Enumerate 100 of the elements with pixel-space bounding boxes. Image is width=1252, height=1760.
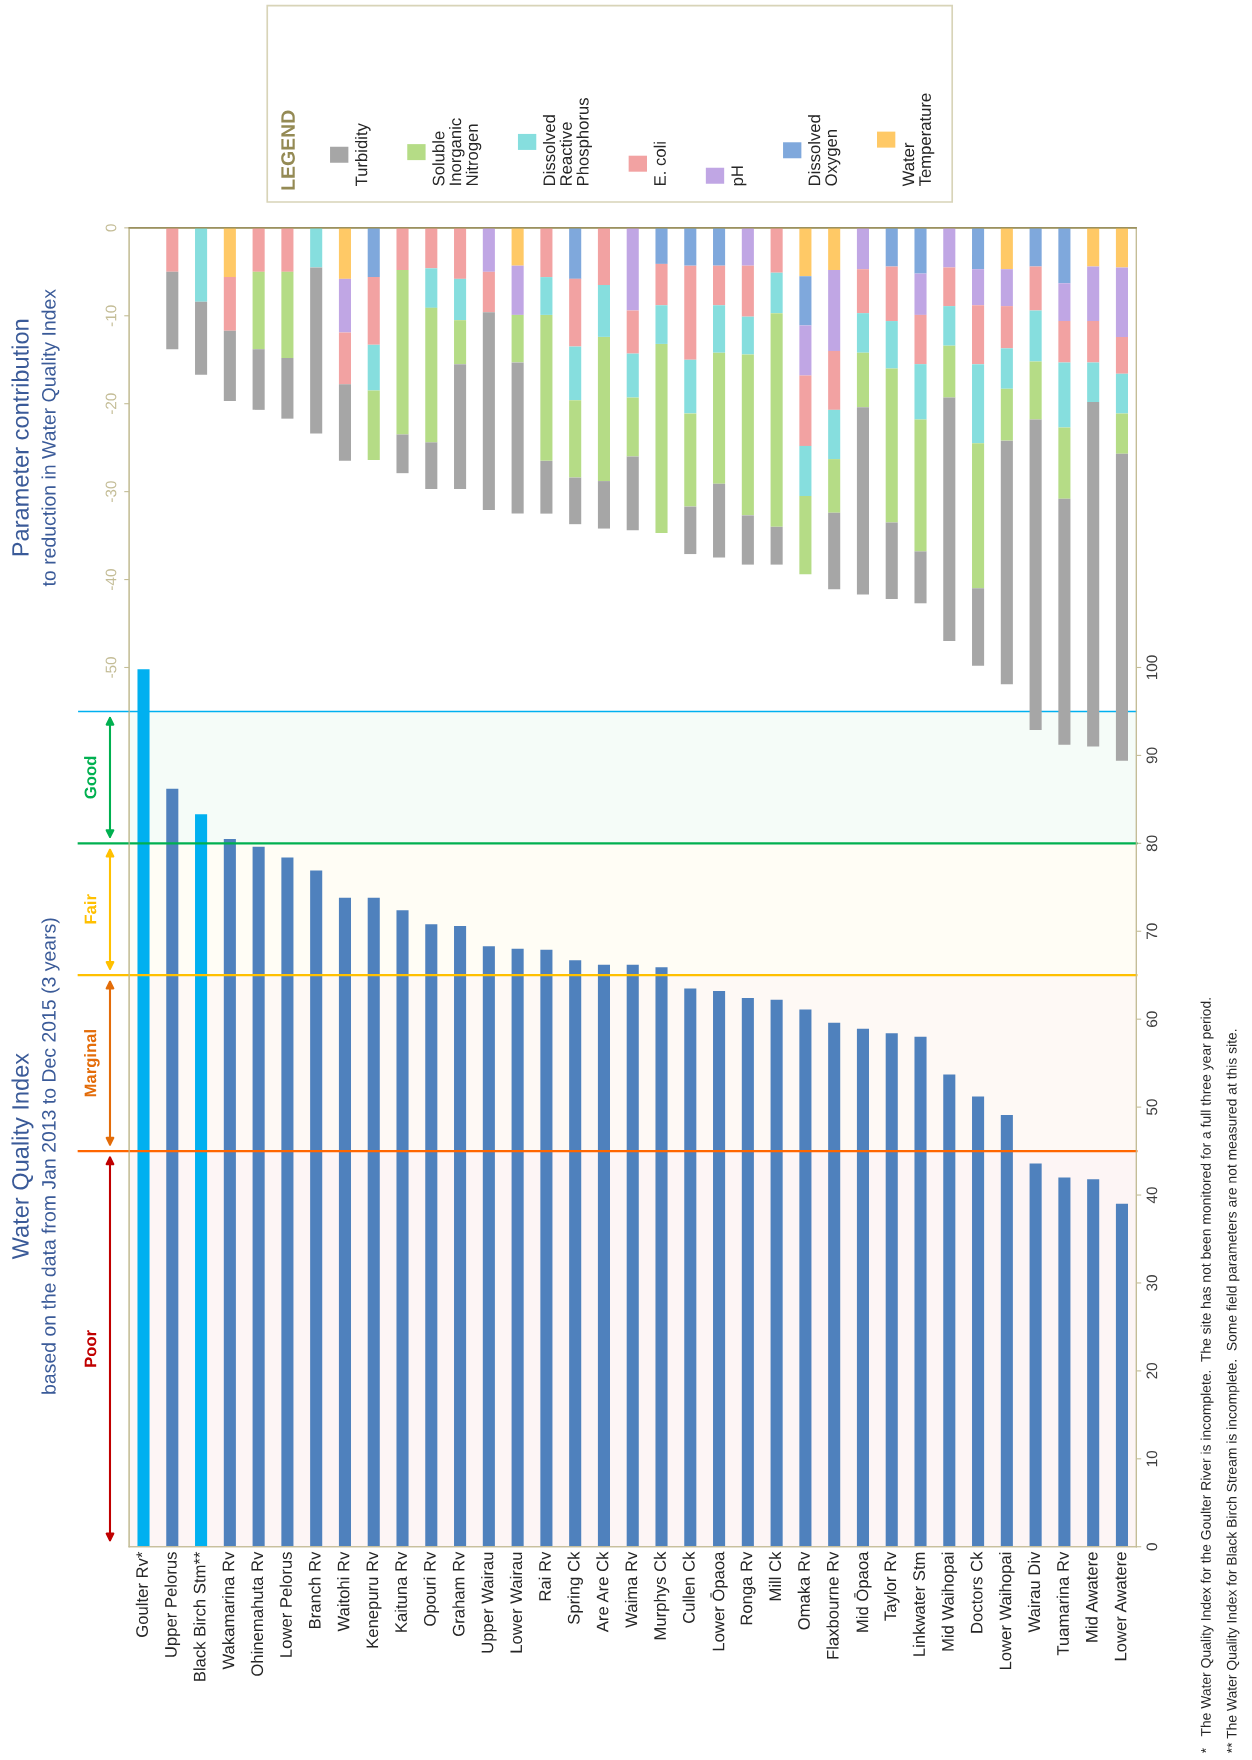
bar xyxy=(338,332,351,385)
bar xyxy=(914,314,927,365)
bar xyxy=(713,991,726,1547)
bar xyxy=(972,305,985,365)
bar xyxy=(972,588,985,666)
bar xyxy=(1115,336,1128,374)
bar xyxy=(540,277,553,315)
bar xyxy=(310,227,323,268)
bar xyxy=(1115,413,1128,454)
x-tick-label: Rai Rv xyxy=(538,1551,551,1601)
bar xyxy=(1058,362,1071,428)
bar xyxy=(367,390,380,460)
bar xyxy=(1115,267,1128,337)
text: * The Water Quality Index for the Goulter River is incomplete. The site has not been monitored for a full three year period. xyxy=(1200,998,1214,1754)
bar xyxy=(569,960,582,1547)
bar xyxy=(454,364,467,489)
bar xyxy=(885,368,898,523)
bar xyxy=(511,314,524,363)
bar xyxy=(655,967,668,1547)
legend-label: Dissolved Oxygen xyxy=(808,115,841,186)
bar xyxy=(166,271,179,350)
y2-axis-title: Parameter contribution to reduction in Water Quality Index xyxy=(11,289,60,587)
bar xyxy=(1058,1177,1071,1547)
bar xyxy=(914,364,927,420)
y-tick-label: 70 xyxy=(1146,923,1158,939)
y2-tick-label: -20 xyxy=(105,393,117,415)
bar xyxy=(569,477,582,525)
x-tick-label: Lower Waihopai xyxy=(999,1552,1015,1670)
x-tick-label: Kenepuru Rv xyxy=(366,1551,382,1648)
y-tick-label: 40 xyxy=(1146,1187,1158,1204)
bar xyxy=(252,227,265,272)
bar xyxy=(1058,227,1071,284)
x-tick-label: Lower Awatere xyxy=(1114,1552,1127,1661)
bar xyxy=(770,526,783,565)
bar xyxy=(684,265,697,360)
x-tick-label: Lower Pelorus xyxy=(279,1552,292,1657)
bar xyxy=(1087,321,1100,363)
x-tick-label: Mill Ck xyxy=(768,1551,782,1601)
bar xyxy=(223,838,236,1547)
bar xyxy=(1058,427,1071,499)
bar xyxy=(454,278,467,321)
y2-tick-label: -30 xyxy=(105,481,117,502)
bar xyxy=(828,227,841,271)
bar xyxy=(597,285,610,337)
x-tick-label: Black Birch Stm** xyxy=(193,1551,206,1681)
bar xyxy=(223,227,236,278)
x-tick-label: Ohinemahuta Rv xyxy=(250,1551,264,1676)
bar xyxy=(396,270,409,435)
bar xyxy=(914,419,927,552)
bar xyxy=(799,496,812,575)
bar xyxy=(1087,1179,1100,1547)
bar xyxy=(856,313,869,353)
bar xyxy=(511,227,524,266)
bar xyxy=(540,460,553,514)
bar xyxy=(252,846,265,1547)
bar xyxy=(943,397,956,642)
bar xyxy=(655,305,668,344)
bar xyxy=(856,1028,869,1547)
text: based on the data from Jan 2013 to Dec 2015 (3 years) xyxy=(41,918,60,1394)
bar xyxy=(885,1033,898,1547)
bar xyxy=(1000,440,1013,685)
y2-tick-label: 0 xyxy=(105,224,117,232)
bar xyxy=(943,1074,956,1547)
x-tick-label: Upper Pelorus xyxy=(164,1552,181,1657)
bar xyxy=(1029,310,1042,362)
bar xyxy=(195,301,208,375)
bar xyxy=(425,227,438,269)
bar xyxy=(367,277,380,345)
bar xyxy=(597,964,610,1547)
bar xyxy=(195,814,208,1547)
bar xyxy=(1029,227,1042,267)
bar xyxy=(943,306,956,346)
bar xyxy=(223,277,236,331)
bar xyxy=(741,265,754,317)
bar xyxy=(741,998,754,1547)
bar xyxy=(799,445,812,497)
bar xyxy=(396,434,409,474)
bar xyxy=(1029,361,1042,420)
bar xyxy=(281,357,294,419)
bar xyxy=(626,310,639,354)
x-tick-label: Flaxbourne Rv xyxy=(826,1551,839,1659)
bar xyxy=(511,362,524,514)
y2-tick-label: -50 xyxy=(105,657,117,678)
y-tick-label: 20 xyxy=(1146,1362,1158,1379)
bar xyxy=(914,551,927,604)
bar xyxy=(799,325,812,376)
bar xyxy=(626,227,639,311)
x-tick-label: Graham Rv xyxy=(452,1551,465,1636)
bar xyxy=(626,353,639,398)
bar xyxy=(914,227,927,274)
x-tick-label: Lower Ōpaoa xyxy=(710,1551,728,1651)
bar xyxy=(741,227,754,266)
legend-label: Turbidity xyxy=(355,123,371,187)
bar xyxy=(770,227,783,273)
bar xyxy=(828,512,841,590)
bar xyxy=(1029,1163,1042,1547)
y-tick-label: 30 xyxy=(1146,1275,1158,1291)
bar xyxy=(856,269,869,314)
bar xyxy=(885,321,898,369)
y-tick-label: 10 xyxy=(1146,1450,1158,1467)
